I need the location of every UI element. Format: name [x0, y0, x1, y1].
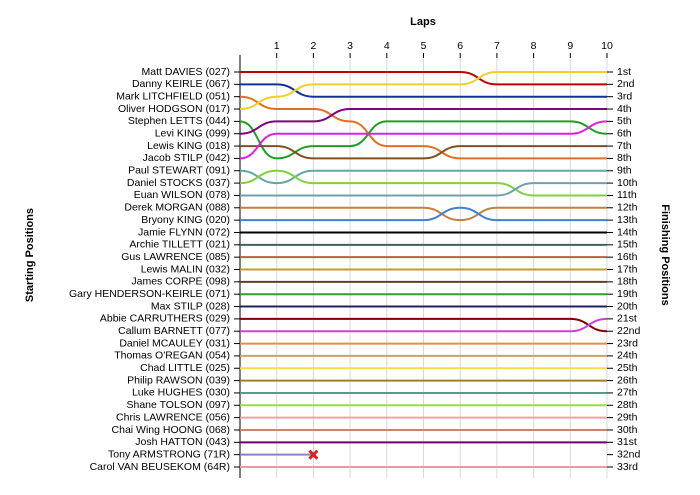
driver-line [239, 169, 607, 185]
y2-tick-label: 23rd [617, 337, 638, 349]
driver-line [239, 71, 607, 111]
driver-line [240, 206, 607, 222]
driver-label: Chad LITTLE (025) [140, 362, 230, 374]
driver-line [240, 206, 607, 222]
y2-tick-label: 12th [617, 202, 638, 214]
x-tick-label: 10 [601, 40, 613, 52]
x-tick-label: 9 [567, 40, 573, 52]
chart-title: Laps [410, 16, 436, 28]
y2-tick-label: 14th [617, 226, 638, 238]
y2-tick-label: 25th [617, 362, 638, 374]
x-tick-label: 3 [347, 40, 353, 52]
driver-label: Levi KING (099) [155, 128, 230, 140]
driver-line [239, 108, 607, 135]
driver-label: Lewis MALIN (032) [141, 263, 230, 275]
driver-label: Callum BARNETT (077) [118, 325, 230, 337]
y2-tick-label: 15th [617, 239, 638, 251]
driver-line [240, 71, 607, 86]
x-tick-label: 8 [531, 40, 537, 52]
y-axis-title: Starting Positions [24, 208, 36, 302]
driver-label: Tony ARMSTRONG (71R) [108, 448, 230, 460]
y2-tick-label: 17th [617, 263, 638, 275]
x-tick-label: 4 [384, 40, 390, 52]
driver-label: Danny KEIRLE (067) [132, 78, 230, 90]
driver-line [240, 83, 607, 98]
y2-tick-label: 19th [617, 288, 638, 300]
driver-label: Paul STEWART (091) [128, 165, 230, 177]
y2-tick-label: 32nd [617, 448, 641, 460]
driver-label: James CORPE (098) [131, 276, 230, 288]
driver-line [240, 317, 608, 333]
y2-tick-label: 16th [617, 251, 638, 263]
driver-label: Chai Wing HOONG (068) [112, 424, 230, 436]
driver-label: Carol VAN BEUSEKOM (64R) [90, 461, 230, 473]
y2-tick-label: 10th [617, 177, 638, 189]
driver-label: Matt DAVIES (027) [141, 66, 230, 78]
y2-tick-label: 28th [617, 399, 638, 411]
x-tick-label: 1 [274, 40, 280, 52]
y2-tick-label: 7th [617, 140, 632, 152]
y2-tick-label: 1st [617, 66, 631, 78]
y2-tick-label: 4th [617, 103, 632, 115]
y2-tick-label: 9th [617, 165, 632, 177]
driver-label: Shane TOLSON (097) [126, 399, 230, 411]
driver-label: Daniel MCAULEY (031) [119, 337, 230, 349]
y2-tick-label: 18th [617, 276, 638, 288]
driver-label: Lewis KING (018) [147, 140, 230, 152]
y2-tick-label: 31st [617, 436, 637, 448]
x-tick-label: 6 [457, 40, 463, 52]
driver-label: Bryony KING (020) [141, 214, 230, 226]
x-tick-label: 7 [494, 40, 500, 52]
driver-label: Stephen LETTS (044) [128, 115, 230, 127]
driver-label: Josh HATTON (043) [135, 436, 230, 448]
driver-line [239, 169, 607, 197]
driver-label: Daniel STOCKS (037) [127, 177, 230, 189]
y2-tick-label: 11th [617, 189, 637, 201]
y2-tick-label: 24th [617, 350, 638, 362]
y2-tick-label: 6th [617, 128, 632, 140]
driver-label: Chris LAWRENCE (056) [116, 411, 230, 423]
y2-tick-label: 3rd [617, 90, 632, 102]
driver-line [240, 145, 607, 160]
driver-label: Derek MORGAN (088) [124, 202, 230, 214]
x-tick-label: 5 [421, 40, 427, 52]
y2-tick-label: 33rd [617, 461, 638, 473]
driver-label: Euan WILSON (078) [134, 189, 230, 201]
x-tick-label: 2 [310, 40, 316, 52]
y2-tick-label: 27th [617, 387, 638, 399]
driver-label: Oliver HODGSON (017) [118, 103, 230, 115]
driver-label: Abbie CARRUTHERS (029) [100, 313, 230, 325]
y2-tick-label: 20th [617, 300, 638, 312]
driver-label: Max STILP (028) [151, 300, 230, 312]
driver-line [239, 120, 608, 160]
driver-label: Thomas O'REGAN (054) [114, 350, 230, 362]
y2-tick-label: 21st [617, 313, 637, 325]
driver-line [239, 95, 607, 160]
y2-axis-title: Finishing Positions [659, 204, 671, 305]
y2-tick-label: 8th [617, 152, 632, 164]
y2-tick-label: 29th [617, 411, 638, 423]
driver-label: Gus LAWRENCE (085) [121, 251, 230, 263]
y2-tick-label: 22nd [617, 325, 641, 337]
driver-line [239, 120, 608, 160]
retired-marker [308, 449, 319, 460]
driver-label: Jamie FLYNN (072) [138, 226, 230, 238]
y2-tick-label: 30th [617, 424, 638, 436]
driver-label: Mark LITCHFIELD (051) [116, 90, 230, 102]
y2-tick-label: 5th [617, 115, 632, 127]
y2-tick-label: 2nd [617, 78, 635, 90]
driver-label: Luke HUGHES (030) [132, 387, 230, 399]
driver-label: Gary HENDERSON-KEIRLE (071) [69, 288, 230, 300]
y2-tick-label: 13th [617, 214, 638, 226]
driver-line [240, 182, 607, 197]
y2-tick-label: 26th [617, 374, 638, 386]
driver-label: Jacob STILP (042) [143, 152, 230, 164]
driver-label: Archie TILLETT (021) [129, 239, 230, 251]
driver-label: Philip RAWSON (039) [127, 374, 230, 386]
driver-line [240, 317, 608, 333]
